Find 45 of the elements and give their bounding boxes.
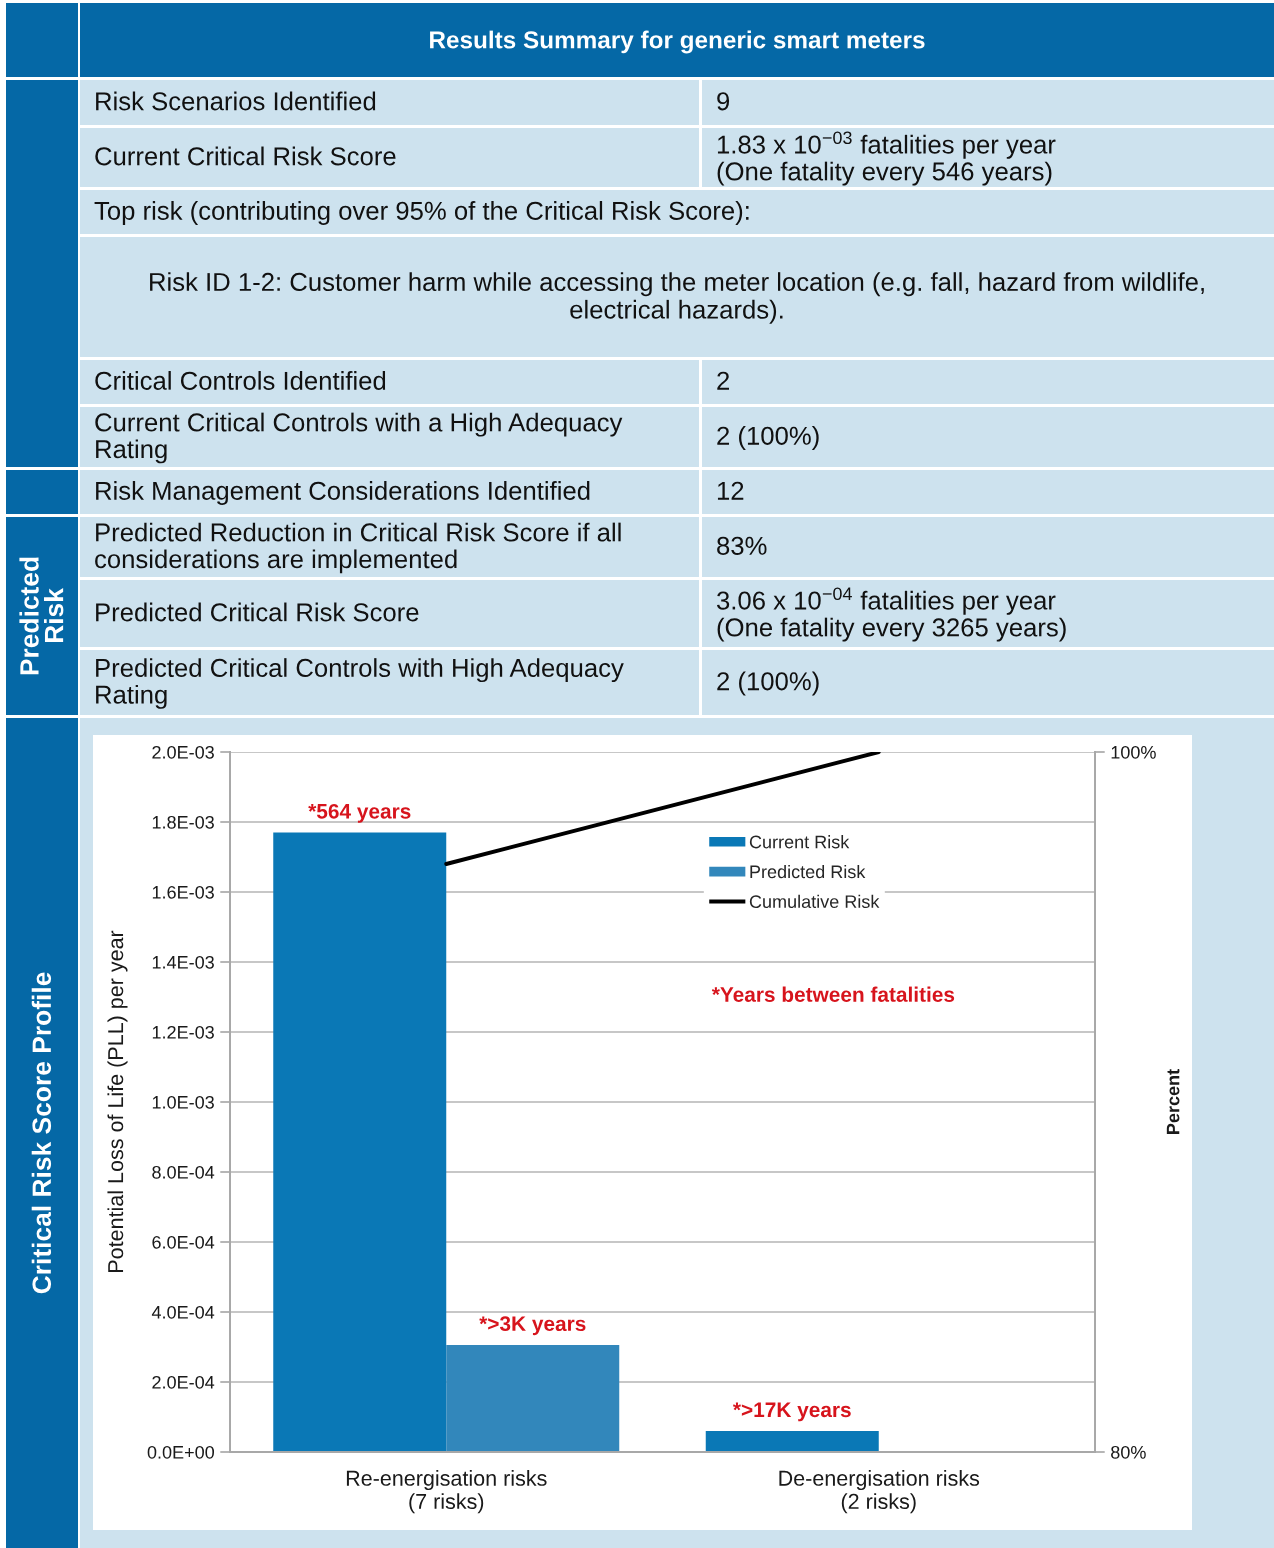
y-tick-label: 8.0E-04 [152,1165,215,1179]
text: Results Summary for generic smart meters [430,30,925,54]
annotation: *Years between fatalities [711,986,955,1002]
text: Top risk (contributing over 95% of the Critical Risk Score): [94,201,749,225]
annotation: *>3K years [479,1316,586,1336]
y-tick-label: 6.0E-04 [152,1235,215,1249]
text: 2 (100%) [717,671,819,696]
text: 3.06 x 10$^{−04}$ fatalities per year (One fatality every 3265 years) [716,587,1066,642]
text: 9 [717,92,730,111]
y2-tick-label: 80% [1111,1445,1146,1459]
text: Predicted Reduction in Critical Risk Score if all considerations are implemented [95,522,621,574]
x-tick-label: De-energisation risks (2 risks) [779,1470,980,1514]
text: Critical Risk Score Profile [31,972,52,1294]
y-tick-label: 2.0E-03 [152,745,214,759]
text: Risk Scenarios Identified [96,91,376,111]
y2-axis-title: Percent [1166,1069,1180,1134]
y-tick-label: 1.0E-03 [152,1095,214,1109]
legend-label: Predicted Risk [750,864,866,879]
legend-label: Current Risk [749,835,850,849]
y-tick-label: 1.4E-03 [152,955,214,969]
text: Predicted Risk [19,557,64,675]
text: Critical Controls Identified [95,371,386,390]
text: 12 [717,481,744,500]
legend-label: Cumulative Risk [749,894,880,909]
y-tick-label: 1.2E-03 [152,1025,214,1039]
y-tick-label: 0.0E+00 [147,1445,215,1459]
text: Current Critical Controls with a High Adequacy Rating [95,412,623,464]
y-tick-label: 4.0E-04 [151,1305,215,1319]
y-tick-label: 2.0E-04 [152,1375,215,1389]
y-axis-title: Potential Loss of Life (PLL) per year [107,930,128,1272]
y-tick-label: 1.6E-03 [152,885,214,899]
x-tick-label: Re-energisation risks (7 risks) [346,1470,547,1514]
annotation: *>17K years [732,1402,851,1422]
text: Predicted Critical Risk Score [96,602,419,622]
text: 1.83 x 10$^{−03}$ fatalities per year (One fatality every 546 years) [717,131,1056,186]
annotation: *564 years [308,803,411,823]
text: 2 [717,371,729,390]
y2-tick-label: 100% [1111,745,1156,759]
text: 2 (100%) [717,426,819,450]
text: Current Critical Risk Score [95,146,396,166]
text: 83% [717,536,767,555]
text: Risk Management Considerations Identified [96,481,590,505]
text: Risk ID 1-2: Customer harm while accessing the meter location (e.g. fall, hazard from wildlife, electrical hazards). [150,272,1204,324]
text: Predicted Critical Controls with High Adequacy Rating [96,658,624,709]
y-tick-label: 1.8E-03 [152,815,214,829]
